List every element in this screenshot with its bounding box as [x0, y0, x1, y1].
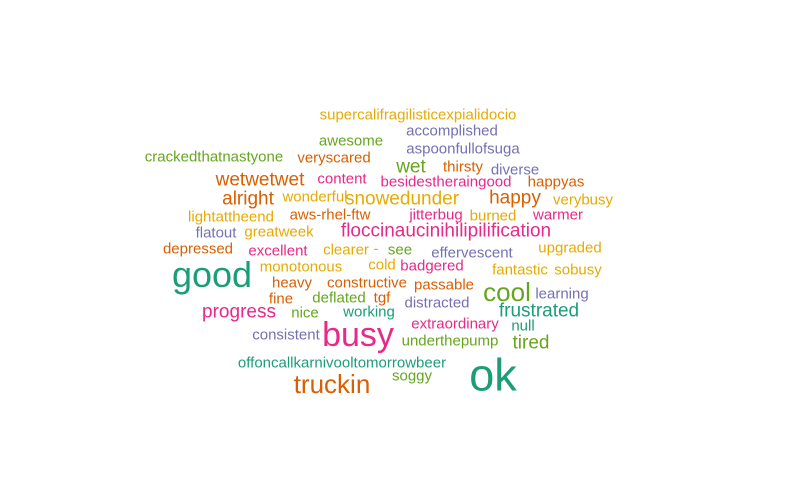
word: frustrated: [498, 300, 580, 322]
word: soggy: [391, 367, 433, 385]
word: accomplished: [406, 122, 498, 140]
word: awesome: [318, 132, 384, 150]
word: wet: [396, 156, 426, 178]
word: flatout: [195, 224, 237, 242]
word: offoncallkarnivooltomorrowbeer: [237, 354, 447, 372]
word: fine: [268, 290, 294, 308]
word: good: [171, 254, 253, 295]
word: sobusy: [554, 261, 602, 279]
word: fantastic: [492, 261, 548, 279]
word: floccinaucinihilipilification: [340, 220, 552, 242]
word: passable: [413, 276, 475, 294]
word: progress: [202, 301, 276, 323]
word: tired: [512, 332, 550, 354]
word: busy: [322, 316, 394, 354]
word: besidestheraingood: [380, 173, 512, 191]
word: ok: [469, 349, 517, 401]
word: greatweek: [244, 223, 314, 241]
word: aws-rhel-ftw: [289, 206, 371, 224]
word: snowedunder: [344, 188, 460, 210]
word: crackedthatnastyone: [144, 148, 284, 166]
word: see: [387, 241, 413, 259]
word: lightattheend: [188, 208, 274, 226]
word: warmer: [532, 206, 584, 224]
word: burned: [469, 207, 517, 225]
word: learning: [535, 285, 589, 303]
word: wonderful: [282, 188, 348, 206]
word: effervescent: [431, 244, 513, 262]
word: truckin: [293, 369, 371, 399]
word: extraordinary: [411, 315, 499, 333]
word: constructive: [326, 274, 408, 292]
word: tgf: [373, 289, 391, 307]
word: distracted: [404, 294, 470, 312]
word: content: [317, 170, 367, 188]
word: monotonous: [259, 258, 343, 276]
word: working: [343, 303, 395, 321]
word: aspoonfullofsuga: [406, 140, 520, 158]
word: badgered: [400, 257, 464, 275]
word: supercalifragilisticexpialidocio: [319, 106, 517, 124]
word: jitterbug: [409, 206, 463, 224]
word: upgraded: [538, 239, 602, 257]
word: clearer: [323, 241, 369, 259]
word: veryscared: [297, 149, 371, 167]
word: null: [511, 317, 535, 335]
word: happyas: [527, 173, 585, 191]
word: cold: [368, 256, 396, 274]
word: wetwetwet: [215, 169, 305, 191]
word: underthepump: [401, 332, 499, 350]
word: happy: [489, 187, 541, 209]
word: thirsty: [442, 158, 484, 176]
word: heavy: [271, 274, 313, 292]
word: -: [373, 240, 379, 258]
word: nice: [291, 304, 319, 322]
word: consistent: [252, 326, 320, 344]
word: diverse: [490, 161, 540, 179]
word: alright: [222, 188, 274, 210]
word: deflated: [312, 289, 366, 307]
word: excellent: [248, 242, 308, 260]
word: verybusy: [552, 191, 614, 209]
word: cool: [483, 277, 531, 307]
word: depressed: [162, 240, 234, 258]
